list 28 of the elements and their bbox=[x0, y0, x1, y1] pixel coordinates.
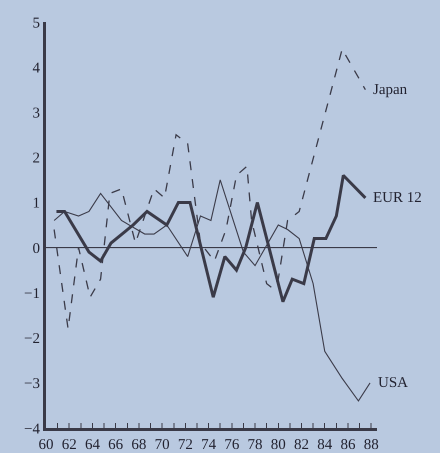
y-tick-label: 0 bbox=[32, 240, 40, 257]
x-tick-label: 74 bbox=[201, 437, 217, 453]
x-tick-label: 66 bbox=[108, 437, 124, 453]
y-tick-label: −2 bbox=[24, 331, 40, 348]
series-label: USA bbox=[378, 375, 408, 391]
y-tick-label: 5 bbox=[32, 15, 40, 32]
x-tick-label: 76 bbox=[224, 437, 240, 453]
x-tick-label: 88 bbox=[364, 437, 379, 453]
y-tick-label: 4 bbox=[32, 60, 40, 76]
y-tick-label: 3 bbox=[32, 105, 40, 122]
y-tick-label: 1 bbox=[32, 196, 40, 212]
x-tick-label: 72 bbox=[178, 437, 193, 453]
x-tick-label: 82 bbox=[294, 437, 310, 453]
series-label: Japan bbox=[373, 82, 408, 98]
x-tick-label: 78 bbox=[248, 437, 263, 453]
x-tick-label: 60 bbox=[38, 437, 54, 453]
y-tick-label: 2 bbox=[32, 150, 40, 167]
x-tick-label: 80 bbox=[270, 437, 286, 453]
x-tick-label: 84 bbox=[317, 437, 333, 453]
x-tick-label: 86 bbox=[340, 437, 356, 453]
series-label: EUR 12 bbox=[373, 190, 422, 206]
x-tick-label: 68 bbox=[131, 437, 146, 453]
y-tick-label: −1 bbox=[24, 286, 40, 302]
x-tick-label: 70 bbox=[154, 437, 170, 453]
x-tick-label: 62 bbox=[62, 437, 77, 453]
y-tick-label: −4 bbox=[24, 421, 40, 438]
x-tick-label: 64 bbox=[84, 437, 100, 453]
y-tick-label: −3 bbox=[24, 376, 40, 392]
